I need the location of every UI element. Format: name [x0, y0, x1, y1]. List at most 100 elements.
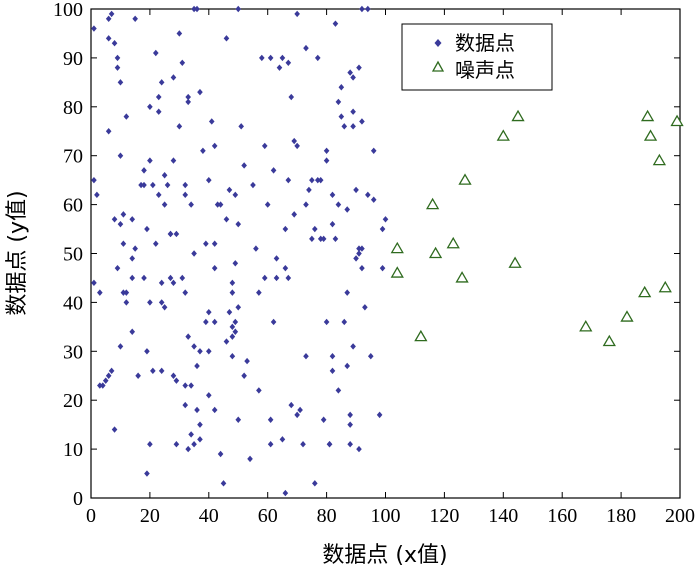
- data-point: [229, 279, 236, 287]
- data-point: [359, 118, 365, 125]
- data-point: [141, 274, 147, 282]
- x-tick-label: 120: [429, 505, 459, 527]
- data-point: [97, 382, 103, 389]
- data-point: [108, 367, 115, 375]
- data-point: [144, 470, 150, 477]
- data-point: [344, 206, 351, 213]
- data-point: [152, 240, 159, 247]
- data-point: [129, 274, 136, 282]
- data-point: [312, 480, 318, 487]
- data-point: [365, 191, 371, 199]
- data-point: [188, 431, 194, 438]
- data-point: [273, 274, 280, 282]
- data-point: [335, 201, 342, 208]
- data-point: [161, 201, 168, 208]
- plot-frame: [90, 8, 681, 499]
- data-point: [94, 191, 100, 199]
- y-tick-label: 0: [73, 488, 83, 510]
- y-tick-label: 50: [63, 244, 83, 266]
- data-point: [303, 352, 309, 360]
- data-point: [382, 216, 389, 223]
- data-point: [158, 367, 165, 375]
- x-tick-label: 140: [488, 505, 518, 527]
- data-point: [117, 152, 124, 159]
- data-point: [344, 289, 351, 296]
- noise-point: [428, 246, 443, 259]
- data-point: [152, 49, 159, 57]
- data-point: [232, 318, 239, 326]
- data-point: [203, 318, 209, 326]
- data-point: [282, 264, 289, 272]
- data-point: [206, 308, 212, 316]
- data-point: [173, 230, 180, 238]
- data-point: [288, 93, 295, 101]
- y-tick-label: 70: [63, 146, 83, 168]
- data-point: [223, 216, 230, 223]
- data-point: [191, 5, 197, 13]
- data-point: [132, 15, 138, 22]
- data-point: [285, 176, 292, 184]
- noise-point: [640, 109, 655, 122]
- data-point: [267, 54, 274, 62]
- data-point: [117, 220, 124, 228]
- data-point: [353, 255, 359, 262]
- data-point: [211, 264, 218, 272]
- data-point: [105, 15, 112, 22]
- data-point: [229, 323, 236, 331]
- data-point: [370, 147, 377, 155]
- x-tick-label: 200: [665, 505, 695, 527]
- data-point: [335, 98, 342, 106]
- noise-point: [390, 241, 404, 254]
- data-point: [370, 196, 377, 203]
- data-point: [188, 382, 194, 389]
- legend: 数据点 噪声点: [401, 23, 553, 91]
- data-point: [206, 392, 212, 399]
- data-point: [359, 245, 365, 252]
- data-point: [108, 10, 115, 18]
- data-point: [114, 264, 121, 272]
- data-point: [279, 54, 286, 62]
- data-point: [173, 441, 180, 448]
- data-point: [350, 108, 356, 115]
- data-point: [99, 382, 106, 389]
- data-point: [147, 157, 153, 164]
- noise-point: [508, 256, 522, 268]
- data-point: [326, 441, 333, 448]
- data-point: [256, 289, 262, 296]
- data-point: [123, 289, 130, 296]
- data-point: [197, 421, 203, 428]
- data-point: [317, 235, 324, 243]
- data-point: [214, 201, 221, 208]
- data-point: [200, 147, 206, 155]
- data-point: [123, 113, 130, 120]
- data-point: [256, 387, 262, 394]
- data-point: [197, 436, 203, 443]
- data-point: [111, 40, 118, 47]
- noise-point: [390, 266, 404, 278]
- data-point: [288, 401, 295, 409]
- data-point: [347, 421, 353, 428]
- noise-point: [425, 197, 440, 210]
- data-point: [155, 108, 162, 115]
- data-point: [197, 88, 203, 96]
- data-point: [129, 216, 136, 223]
- data-point: [182, 181, 189, 189]
- data-point: [158, 299, 165, 306]
- noise-point: [579, 320, 593, 332]
- data-point: [235, 5, 242, 13]
- data-point: [185, 98, 191, 106]
- data-point: [135, 372, 141, 379]
- data-point: [182, 289, 189, 296]
- data-point: [332, 235, 339, 243]
- data-point: [350, 123, 356, 130]
- data-point: [320, 235, 327, 243]
- data-point: [329, 220, 336, 228]
- data-point: [291, 211, 298, 218]
- data-point: [220, 480, 227, 487]
- data-point: [229, 352, 236, 360]
- data-point: [341, 123, 348, 130]
- data-point: [191, 343, 197, 350]
- data-point: [167, 274, 174, 282]
- data-point: [244, 357, 250, 365]
- data-point: [182, 191, 189, 199]
